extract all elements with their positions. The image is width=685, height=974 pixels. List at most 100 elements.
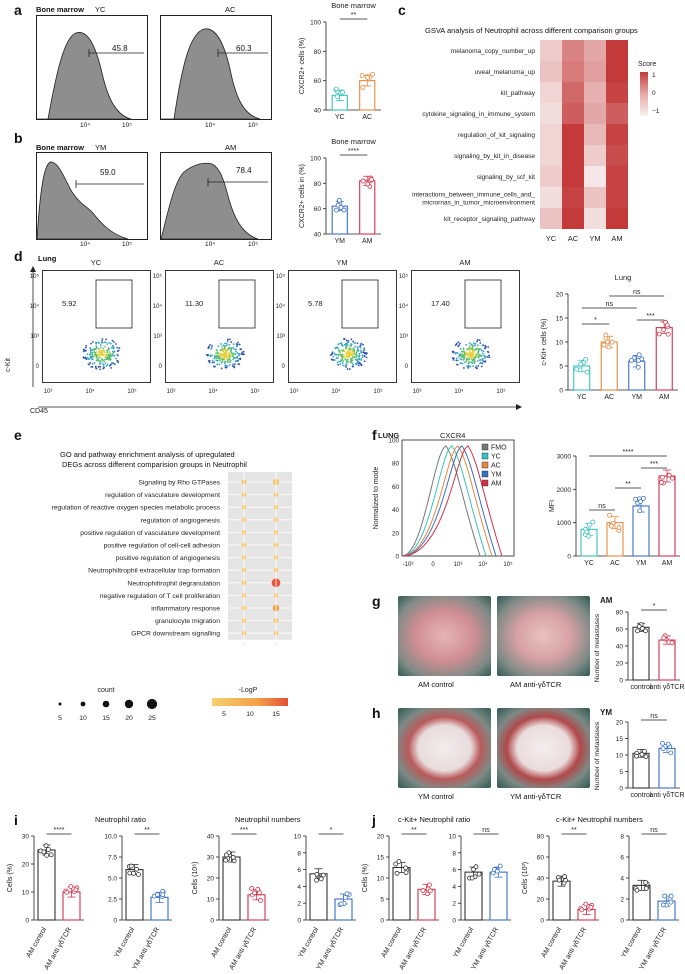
flow-event: [213, 357, 216, 360]
flow-event: [236, 345, 238, 348]
y-tick-label: 10: [449, 834, 457, 841]
f-y-tick: 20: [392, 530, 400, 537]
flow-event: [354, 358, 357, 361]
a-histo-2-pct: 60.3: [236, 44, 252, 53]
flow-event: [224, 360, 227, 363]
data-point: [643, 880, 649, 885]
flow-event: [477, 351, 479, 354]
data-point: [588, 904, 594, 910]
flow-event: [211, 359, 214, 362]
flow-event: [484, 355, 487, 358]
flow-event: [97, 358, 99, 361]
y-tick-label: 0: [619, 786, 623, 793]
flow-event: [357, 357, 360, 360]
flow-event: [458, 355, 460, 358]
flow-event: [351, 362, 354, 365]
heatmap-cell: [606, 145, 628, 166]
h-y-label: Number of metastases: [594, 721, 601, 790]
flow-x-tick: 10⁴: [85, 388, 95, 395]
c-heatmap: melanoma_copy_number_up uveal_melanoma_up…: [412, 40, 660, 243]
dotplot-term: regulation of vasculature development: [105, 492, 220, 499]
e-title-line-2: DEGs across different comparision groups…: [62, 460, 247, 469]
bar: [655, 327, 673, 391]
flow-y-tick: 10⁴: [30, 303, 40, 310]
x-tick-label: control: [630, 684, 651, 691]
data-point: [633, 496, 638, 502]
flow-event: [477, 365, 480, 367]
flow-event: [480, 365, 483, 368]
data-point: [154, 892, 160, 897]
flow-event: [117, 361, 120, 364]
flow-event: [459, 348, 462, 350]
flow-event: [108, 351, 111, 354]
data-point: [636, 352, 642, 358]
flow-event: [210, 346, 213, 349]
flow-event: [223, 353, 226, 356]
flow-event: [343, 353, 345, 356]
y-axis-label: c-Kit+ cells (%): [541, 319, 548, 366]
x-tick-label: YM anti γδTCR: [315, 927, 345, 972]
flow-event: [211, 361, 214, 364]
data-point: [609, 339, 615, 345]
flow-event: [355, 356, 358, 358]
flow-event: [91, 349, 93, 352]
y-tick-label: 7.5: [108, 855, 117, 862]
x-tick-label: YC: [584, 560, 594, 567]
flow-event: [332, 359, 335, 361]
dotplot-term: positive regulation of cell-cell adhesio…: [104, 543, 221, 550]
flow-event: [107, 357, 109, 360]
flow-event: [476, 344, 479, 347]
flow-event: [459, 342, 461, 345]
flow-event: [105, 364, 108, 367]
y-tick-label: 8: [452, 850, 456, 857]
flow-event: [116, 359, 119, 362]
y-tick-label: 0: [380, 918, 384, 925]
flow-event: [478, 349, 480, 352]
g-photo-label-1: AM control: [418, 680, 454, 689]
heatmap-row-label: cytokine_signaling_in_immune_system: [422, 111, 535, 118]
f-legend-swatch: [481, 443, 489, 451]
flow-event: [99, 365, 101, 368]
count-legend-value: 20: [125, 715, 133, 722]
flow-event: [341, 353, 344, 356]
dotplot-term: positive regulation of vasculature devel…: [80, 530, 220, 537]
flow-event: [232, 358, 234, 361]
flow-event: [237, 357, 240, 360]
flow-event: [486, 356, 489, 358]
data-point: [579, 907, 585, 913]
x-tick-label: AC: [610, 560, 620, 567]
significance-label: ***: [650, 461, 658, 468]
heatmap-cell: [540, 103, 562, 124]
g-am-control-lung-photo: [398, 596, 491, 676]
heatmap-cell: [562, 166, 584, 187]
x-tick-label: YM control: [113, 926, 136, 959]
dotplot-term: Neutrophiltrophil degranulation: [127, 580, 220, 587]
data-point: [403, 865, 409, 871]
flow-event: [467, 347, 470, 350]
y-tick-label: 4: [452, 884, 456, 891]
flow-event: [459, 362, 462, 364]
heatmap-col-label: YM: [589, 234, 600, 243]
flow-event: [88, 358, 90, 361]
flow-event: [484, 361, 487, 363]
data-point: [340, 89, 345, 95]
flow-event: [360, 364, 363, 367]
bar: [632, 626, 650, 681]
dotplot-term: negative regulation of T cell proliferat…: [100, 593, 220, 600]
flow-event: [362, 351, 365, 354]
y-tick-label: 2000: [557, 487, 572, 494]
heatmap-cell: [540, 61, 562, 82]
flow-gate: [464, 279, 502, 329]
data-point: [629, 357, 634, 363]
flow-event: [342, 360, 345, 363]
flow-y-tick: 10⁴: [399, 303, 409, 310]
y-tick-label: 0: [25, 918, 29, 925]
flow-event: [102, 347, 105, 350]
flow-event: [220, 343, 222, 345]
flow-event: [225, 344, 228, 347]
data-point: [318, 876, 324, 882]
flow-event: [222, 358, 225, 361]
significance-label: ****: [348, 148, 359, 155]
data-point: [665, 741, 671, 747]
